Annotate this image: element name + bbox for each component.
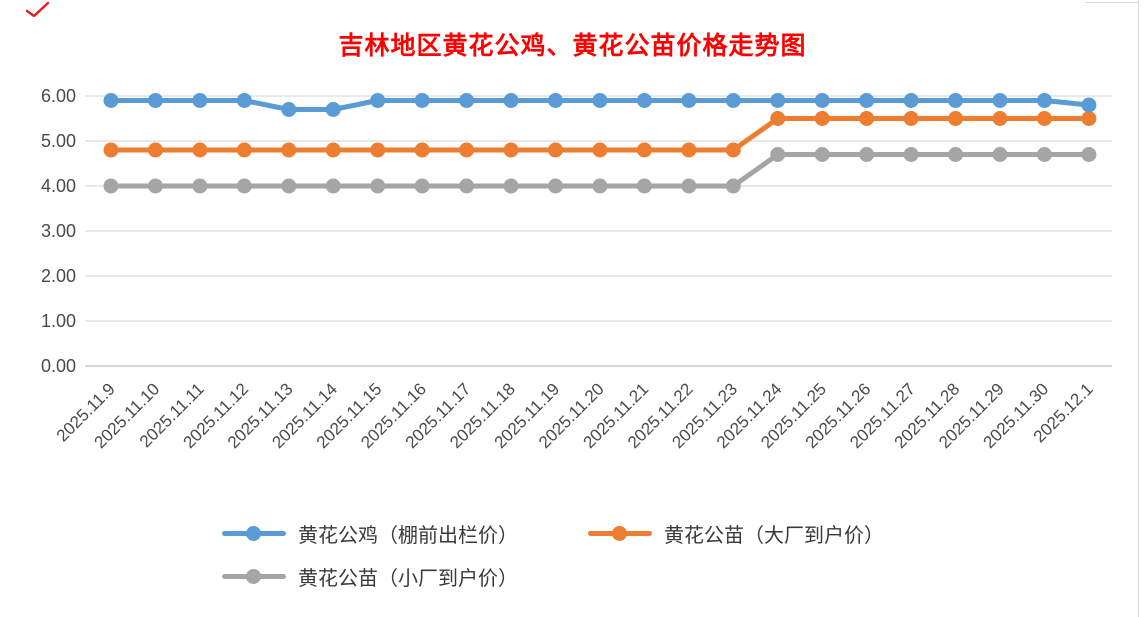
data-point	[281, 178, 297, 194]
data-point	[814, 111, 830, 126]
data-point	[681, 93, 697, 108]
data-point	[903, 93, 919, 108]
data-point	[948, 111, 964, 126]
data-point	[548, 93, 563, 108]
legend-line-marker-blue	[222, 525, 286, 542]
data-point	[592, 93, 608, 108]
data-point	[1081, 97, 1097, 113]
data-point	[992, 111, 1008, 126]
data-point	[370, 142, 386, 158]
data-point	[459, 142, 475, 158]
legend-line-marker-gray	[222, 568, 286, 585]
data-point	[636, 178, 652, 194]
data-point	[592, 178, 608, 194]
data-point	[503, 178, 519, 194]
legend-label: 黄花公鸡（棚前出栏价）	[298, 524, 518, 547]
data-point	[681, 142, 697, 158]
y-tick-label: 0.00	[41, 356, 76, 376]
data-point	[1036, 111, 1052, 126]
data-point	[859, 147, 875, 162]
data-point	[681, 178, 697, 194]
data-point	[725, 178, 741, 194]
data-point	[1081, 111, 1097, 126]
data-point	[236, 142, 252, 158]
y-tick-label: 1.00	[41, 311, 76, 331]
sheet-gridline-horizontal	[1085, 2, 1138, 3]
data-point	[103, 178, 119, 194]
data-point	[281, 142, 297, 158]
data-point	[236, 178, 252, 194]
data-point	[192, 178, 208, 194]
data-point	[370, 178, 386, 194]
data-point	[725, 93, 741, 108]
data-point	[325, 178, 341, 194]
y-tick-label: 3.00	[41, 221, 76, 241]
red-check-mark	[25, 1, 50, 18]
data-point	[725, 142, 741, 158]
data-point	[414, 93, 430, 108]
data-point	[414, 142, 430, 158]
data-point	[370, 93, 386, 108]
y-tick-label: 5.00	[41, 131, 76, 151]
legend-label: 黄花公苗（小厂到户价）	[298, 567, 518, 590]
data-point	[103, 142, 119, 158]
plot-area: 6.005.004.003.002.001.000.002025.11.9202…	[41, 86, 1112, 452]
data-point	[236, 93, 252, 108]
data-point	[1036, 147, 1052, 162]
data-point	[903, 111, 919, 126]
data-point	[548, 142, 563, 158]
data-point	[592, 142, 608, 158]
data-point	[103, 93, 119, 108]
chart-title: 吉林地区黄花公鸡、黄花公苗价格走势图	[338, 33, 807, 60]
chart-legend: 黄花公鸡（棚前出栏价） 黄花公苗（大厂到户价） 黄花公苗（小厂到户价）	[222, 517, 992, 592]
data-point	[814, 147, 830, 162]
data-point	[992, 147, 1008, 162]
y-tick-label: 6.00	[41, 86, 76, 106]
y-tick-label: 2.00	[41, 266, 76, 286]
data-point	[992, 93, 1008, 108]
data-point	[459, 178, 475, 194]
data-point	[147, 93, 163, 108]
y-tick-label: 4.00	[41, 176, 76, 196]
data-point	[548, 178, 563, 194]
legend-line-marker-orange	[588, 525, 652, 542]
data-point	[770, 147, 786, 162]
data-point	[192, 93, 208, 108]
data-point	[636, 93, 652, 108]
legend-item-gongji: 黄花公鸡（棚前出栏价）	[222, 517, 518, 549]
data-point	[459, 93, 475, 108]
sheet-gridline-vertical	[1138, 0, 1139, 617]
data-point	[636, 142, 652, 158]
data-point	[503, 93, 519, 108]
data-point	[281, 102, 297, 117]
data-point	[503, 142, 519, 158]
data-point	[147, 142, 163, 158]
legend-label: 黄花公苗（大厂到户价）	[664, 524, 884, 547]
data-point	[1036, 93, 1052, 108]
data-point	[1081, 147, 1097, 162]
data-point	[859, 93, 875, 108]
data-point	[414, 178, 430, 194]
data-point	[192, 142, 208, 158]
data-point	[770, 93, 786, 108]
data-point	[325, 142, 341, 158]
data-point	[814, 93, 830, 108]
data-point	[325, 102, 341, 117]
data-point	[903, 147, 919, 162]
legend-item-gongmiao-dachang: 黄花公苗（大厂到户价）	[588, 517, 884, 549]
data-point	[948, 147, 964, 162]
data-point	[859, 111, 875, 126]
data-point	[770, 111, 786, 126]
data-point	[948, 93, 964, 108]
data-point	[147, 178, 163, 194]
legend-item-gongmiao-xiaochang: 黄花公苗（小厂到户价）	[222, 560, 518, 592]
